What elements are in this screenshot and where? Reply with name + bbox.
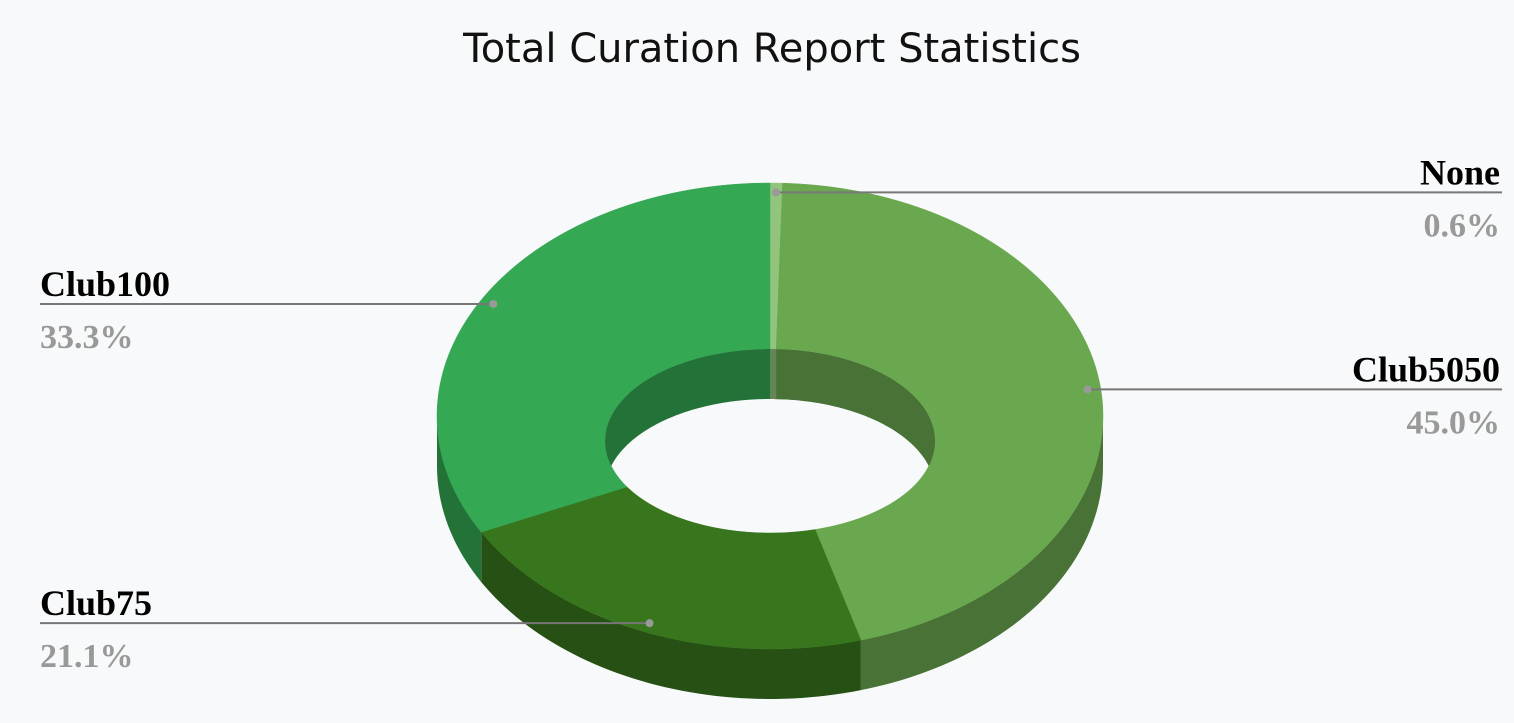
leader-dot: [1083, 385, 1092, 394]
label-value: 21.1%: [40, 638, 134, 675]
label-name: Club100: [40, 264, 170, 304]
inner-walls: [605, 349, 935, 491]
outer-walls: [437, 416, 1103, 699]
labels: None 0.6% Club5050 45.0% Club75 21.1% Club100 3…: [40, 152, 1502, 675]
leader-dot: [772, 188, 781, 197]
leader-dot: [489, 299, 498, 308]
slice-outer-wall: [437, 416, 482, 583]
label-value: 45.0%: [1407, 404, 1501, 441]
label-value: 0.6%: [1424, 207, 1501, 244]
slice-inner-wall: [770, 349, 777, 400]
label-name: Club5050: [1352, 349, 1500, 389]
label-name: None: [1420, 152, 1500, 192]
label-value: 33.3%: [40, 319, 134, 356]
slice-tops: [436, 182, 1104, 650]
slice-inner-wall: [605, 349, 770, 491]
slice-outer-wall: [860, 416, 1103, 691]
leader-dot: [645, 619, 654, 628]
chart-title: Total Curation Report Statistics: [462, 26, 1081, 72]
slice-outer-wall: [481, 532, 861, 699]
slice-inner-wall: [776, 349, 935, 491]
label-name: Club75: [40, 583, 152, 623]
